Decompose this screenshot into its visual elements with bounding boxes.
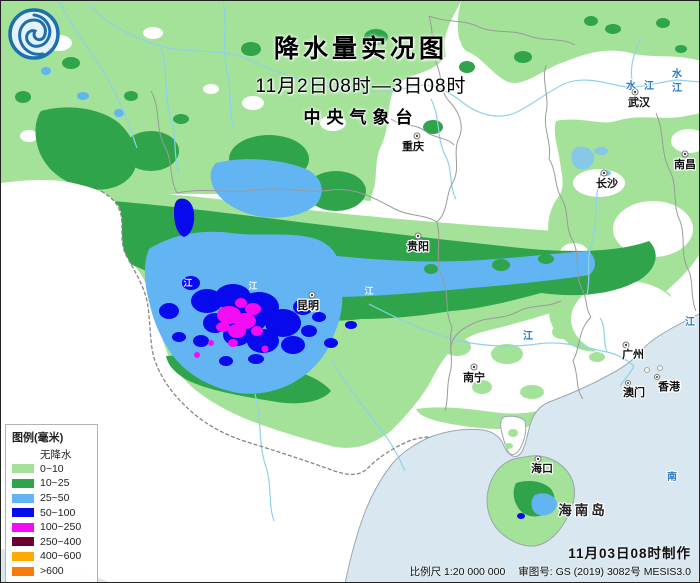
legend-row: 无降水 [12, 447, 92, 462]
station-marker [625, 380, 631, 386]
river-labels: 水 江 水 江 江 江 南 江 江 江 [183, 66, 696, 484]
foreign-land [1, 180, 428, 582]
legend-swatch [12, 464, 34, 474]
map-scale: 比例尺 1:20 000 000 [409, 566, 506, 578]
precip-band-gaps [424, 254, 554, 274]
cma-logo [8, 8, 60, 60]
hainan-island [486, 455, 575, 547]
legend-row: 100~250 [12, 520, 92, 535]
city-label-nanning: 南宁 [463, 370, 485, 384]
legend-title: 图例(毫米) [12, 432, 64, 444]
river-label: 水 [625, 79, 637, 92]
station-marker [600, 169, 608, 177]
legend-label: 无降水 [40, 448, 72, 461]
national-border [100, 190, 432, 476]
river-label: 江 [644, 79, 654, 92]
rivers [58, 1, 699, 522]
legend-swatch [12, 551, 34, 561]
footer-block: 11月03日08时制作 比例尺 1:20 000 000 审图号: GS (20… [400, 542, 691, 579]
river-label-white: 江 [364, 285, 373, 296]
legend-swatch [12, 537, 34, 547]
river-label: 江 [672, 81, 682, 94]
sea-label: 南 [667, 470, 677, 483]
station-marker [681, 150, 689, 158]
legend-label: 25~50 [40, 492, 70, 505]
station-marker [631, 88, 639, 96]
legend-label: 250~400 [40, 535, 82, 548]
province-borders [150, 15, 697, 412]
leizhou-peninsula [500, 415, 527, 456]
legend-swatch [12, 566, 34, 576]
city-labels: 武汉 重庆 南昌 长沙 贵阳 昆明 南宁 广州 澳门 香港 海口 海南岛 [296, 94, 698, 520]
station-marker [654, 374, 660, 380]
legend-swatch [12, 493, 34, 503]
station-marker [414, 232, 422, 240]
legend-row: 250~400 [12, 535, 92, 550]
legend-label: 400~600 [40, 550, 82, 563]
legend-label: >600 [40, 565, 64, 578]
river-label-white: 江 [248, 280, 257, 291]
river-label: 江 [523, 329, 533, 342]
legend-row: 400~600 [12, 549, 92, 564]
legend-swatch [12, 478, 34, 488]
legend-row: 25~50 [12, 491, 92, 506]
city-label-macau: 澳门 [623, 385, 645, 399]
region-label-hainan: 海南岛 [558, 502, 608, 518]
legend-label: 10~25 [40, 477, 70, 490]
legend-row: 0~10 [12, 462, 92, 477]
legend-swatch [12, 450, 34, 459]
river-label: 江 [685, 315, 695, 328]
legend-swatch [12, 508, 34, 518]
city-label-guangzhou: 广州 [622, 347, 644, 361]
legend-row: >600 [12, 564, 92, 579]
made-time: 11月03日08时制作 [568, 546, 691, 561]
station-marker [622, 341, 630, 349]
city-label-hongkong: 香港 [657, 379, 681, 393]
station-markers [308, 88, 689, 463]
legend-row: 10~25 [12, 476, 92, 491]
city-label-changsha: 长沙 [596, 176, 618, 190]
map-approval: 审图号: GS (2019) 3082号 MESIS3.0 [518, 566, 691, 578]
city-label-nanchang: 南昌 [674, 157, 696, 171]
station-marker [534, 455, 542, 463]
city-label-chongqing: 重庆 [402, 139, 424, 153]
city-label-guiyang: 贵阳 [407, 239, 429, 253]
legend-label: 50~100 [40, 506, 76, 519]
river-label-white: 江 [183, 277, 192, 288]
city-label-kunming: 昆明 [297, 299, 319, 312]
legend-row: 50~100 [12, 505, 92, 520]
station-marker [413, 132, 421, 140]
legend-label: 0~10 [40, 462, 64, 475]
legend-panel: 图例(毫米) 无降水 0~10 10~25 25~50 50~100 100~2… [5, 424, 98, 582]
precip-layer-100-250 [194, 298, 269, 358]
station-marker [308, 291, 316, 299]
city-label-haikou: 海口 [531, 461, 553, 475]
station-marker [470, 363, 478, 371]
legend-swatch [12, 522, 34, 532]
legend-label: 100~250 [40, 521, 82, 534]
river-label: 水 [671, 67, 683, 80]
hongkong-macau-islets [644, 365, 663, 373]
city-label-wuhan: 武汉 [628, 95, 651, 109]
